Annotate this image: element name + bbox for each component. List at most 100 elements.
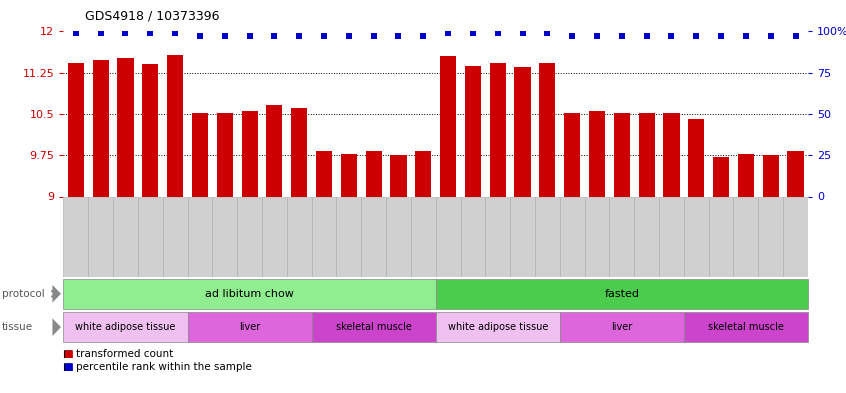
Text: liver: liver [611,322,633,332]
Bar [539,63,556,196]
Bar [560,196,585,277]
Bar [585,196,609,277]
Text: ■ transformed count: ■ transformed count [63,349,173,359]
Polygon shape [52,318,61,336]
Bar [291,108,307,196]
Point [491,30,504,36]
Bar [535,196,560,277]
Text: tissue: tissue [2,322,33,332]
Polygon shape [52,285,61,303]
Point [94,30,107,36]
Text: skeletal muscle: skeletal muscle [708,322,784,332]
Point [466,30,480,36]
Point [392,33,405,40]
Bar [212,196,237,277]
Point [168,30,182,36]
Bar [337,196,361,277]
Text: protocol: protocol [2,289,45,299]
Bar [411,196,436,277]
Bar [589,111,605,196]
Bar [436,196,460,277]
Bar [92,60,109,196]
Point [293,33,306,40]
Point [442,30,455,36]
Bar [738,154,754,196]
Bar [659,196,684,277]
Point [342,33,355,40]
Point [416,33,430,40]
Bar [262,196,287,277]
Bar [460,196,486,277]
Point [367,33,381,40]
Bar [217,113,233,196]
Bar [733,196,758,277]
Bar [464,66,481,196]
Bar [440,56,456,196]
Bar [709,196,733,277]
Bar [510,196,535,277]
Text: ■: ■ [63,349,74,359]
Bar [613,113,630,196]
Point [665,33,678,40]
Bar [365,151,382,196]
Bar [266,105,283,196]
Bar [237,196,262,277]
Text: fasted: fasted [604,289,640,299]
Bar [758,196,783,277]
Point [267,33,281,40]
Bar [341,154,357,196]
Bar [663,113,679,196]
Point [565,33,579,40]
Point [541,30,554,36]
Bar [713,157,729,196]
Bar [490,63,506,196]
Bar [361,196,386,277]
Bar [311,196,337,277]
Bar [783,196,808,277]
Bar [386,196,411,277]
Point [317,33,331,40]
Point [218,33,232,40]
Bar [684,196,709,277]
Point [640,33,653,40]
Bar [63,196,88,277]
Bar [316,151,332,196]
Bar [634,196,659,277]
Point [764,33,777,40]
Bar [167,55,184,196]
Text: white adipose tissue: white adipose tissue [448,322,548,332]
Text: white adipose tissue: white adipose tissue [75,322,176,332]
Text: GDS4918 / 10373396: GDS4918 / 10373396 [85,10,219,23]
Bar [287,196,311,277]
Point [144,30,157,36]
Bar [138,196,162,277]
Bar [162,196,188,277]
Bar [188,196,212,277]
Bar [788,151,804,196]
Bar [192,113,208,196]
Text: liver: liver [239,322,261,332]
Text: ■ percentile rank within the sample: ■ percentile rank within the sample [63,362,252,373]
Bar [415,151,431,196]
Point [69,30,83,36]
Text: skeletal muscle: skeletal muscle [336,322,412,332]
Text: ■: ■ [63,362,74,373]
Point [689,33,703,40]
Text: ad libitum chow: ad libitum chow [205,289,294,299]
Bar [68,63,84,196]
Point [739,33,753,40]
Point [243,33,256,40]
Bar [118,58,134,196]
Bar [390,155,407,196]
Bar [241,111,258,196]
Bar [688,119,705,196]
Bar [486,196,510,277]
Point [714,33,728,40]
Bar [88,196,113,277]
Point [118,30,132,36]
Bar [514,67,530,196]
Bar [762,155,779,196]
Point [516,30,530,36]
Bar [564,113,580,196]
Point [591,33,604,40]
